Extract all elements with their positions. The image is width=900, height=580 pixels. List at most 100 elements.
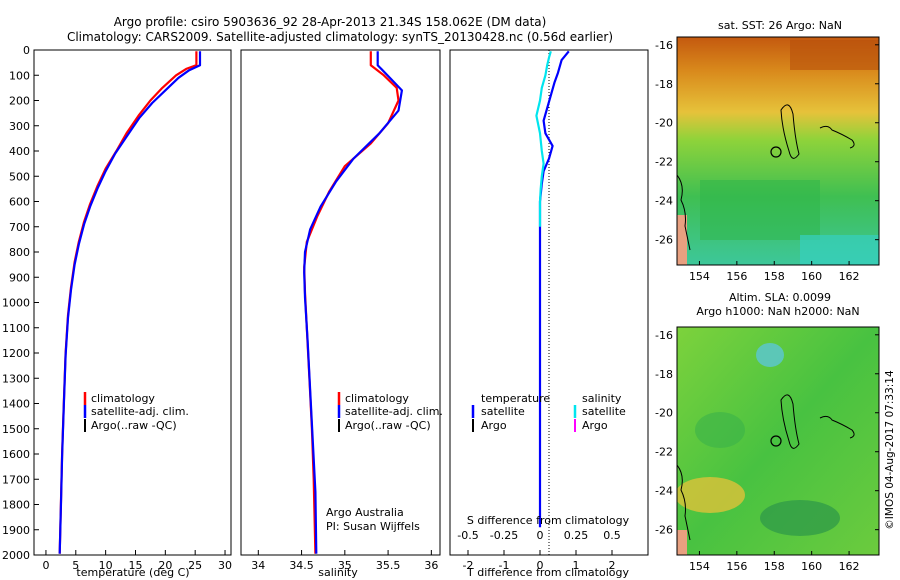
lat-tick-label: -26 bbox=[655, 524, 673, 537]
x-tick-label: 25 bbox=[188, 559, 202, 572]
legend-title-salinity: salinity bbox=[582, 392, 622, 405]
series-line-satellite-adj-clim- bbox=[58, 51, 202, 554]
y-tick-label: 100 bbox=[9, 69, 30, 82]
imos-stamp: ©IMOS 04-Aug-2017 07:33:14 bbox=[884, 370, 896, 530]
y-tick-label: 200 bbox=[9, 95, 30, 108]
sla-coast-contour bbox=[677, 464, 691, 541]
sla-map-panel: Altim. SLA: 0.0099 Argo h1000: NaN h2000… bbox=[655, 291, 880, 573]
x-tick-label: -2 bbox=[463, 559, 474, 572]
x-tick-label: 10 bbox=[99, 559, 113, 572]
lon-tick-label: 156 bbox=[726, 270, 747, 283]
legend-label-satellite: satellite-adj. clim. bbox=[91, 405, 189, 418]
salinity-panel: 34 34.5 35 35.5 36 salinity climatology sate… bbox=[240, 49, 443, 579]
y-tick-label: 900 bbox=[9, 271, 30, 284]
lat-tick-label: -20 bbox=[655, 117, 673, 130]
y-tick-label: 800 bbox=[9, 246, 30, 259]
legend-title-temperature: temperature bbox=[481, 392, 550, 405]
sst-reef-contour bbox=[819, 125, 855, 149]
legend-label-satellite: satellite-adj. clim. bbox=[345, 405, 443, 418]
sst-coast-contour bbox=[677, 174, 691, 251]
x-tick-label: 34 bbox=[251, 559, 265, 572]
sla-lon-ticks: 154 156 158 160 162 bbox=[689, 551, 860, 573]
x-tick-label-salinity: 0.5 bbox=[603, 529, 621, 542]
salinity-axes-frame bbox=[240, 49, 441, 556]
x-tick-label: 15 bbox=[128, 559, 142, 572]
sst-map-frame bbox=[676, 36, 880, 266]
sst-map-title: sat. SST: 26 Argo: NaN bbox=[718, 19, 842, 32]
figure-title-line1: Argo profile: csiro 5903636_92 28-Apr-20… bbox=[114, 15, 547, 29]
y-tick-label: 1000 bbox=[2, 297, 30, 310]
lon-tick-label: 162 bbox=[839, 270, 860, 283]
legend-label-sal-argo: Argo bbox=[582, 419, 608, 432]
lat-tick-label: -18 bbox=[655, 78, 673, 91]
lat-tick-label: -22 bbox=[655, 446, 673, 459]
x-tick-label: 2 bbox=[609, 559, 616, 572]
x-tick-label: 35.5 bbox=[376, 559, 401, 572]
sla-map-title-line1: Altim. SLA: 0.0099 bbox=[729, 291, 831, 304]
sla-map-frame bbox=[676, 326, 880, 556]
temperature-legend: climatology satellite-adj. clim. Argo(..… bbox=[83, 392, 189, 432]
lon-tick-label: 160 bbox=[801, 560, 822, 573]
lon-tick-label: 160 bbox=[801, 270, 822, 283]
lat-tick-label: -24 bbox=[655, 195, 673, 208]
lon-tick-label: 158 bbox=[764, 560, 785, 573]
difference-legend: temperature satellite Argo salinity sate… bbox=[471, 392, 626, 432]
salinity-legend: climatology satellite-adj. clim. Argo(..… bbox=[337, 392, 443, 432]
sla-reef-contour bbox=[819, 415, 855, 439]
sla-lat-ticks: -16 -18 -20 -22 -24 -26 bbox=[655, 329, 879, 537]
series-line-satellite-adj-clim- bbox=[303, 51, 403, 554]
lat-tick-label: -26 bbox=[655, 234, 673, 247]
temperature-x-ticks: 0 5 10 15 20 25 30 bbox=[42, 550, 232, 572]
x-tick-label: 0 bbox=[42, 559, 49, 572]
lon-tick-label: 158 bbox=[764, 270, 785, 283]
y-tick-label: 1700 bbox=[2, 473, 30, 486]
sla-map-title-line2: Argo h1000: NaN h2000: NaN bbox=[696, 305, 859, 318]
legend-label-argo: Argo(..raw -QC) bbox=[91, 419, 177, 432]
temperature-panel: 0100200300400500600700800900100011001200… bbox=[2, 44, 232, 579]
temperature-series bbox=[58, 51, 202, 554]
y-tick-label: 400 bbox=[9, 145, 30, 158]
salinity-series bbox=[303, 51, 403, 554]
sst-map-panel: sat. SST: 26 Argo: NaN -16 -18 -20 -22 -24 -2… bbox=[655, 19, 880, 283]
lon-tick-label: 154 bbox=[689, 560, 710, 573]
temperature-difference-axis-label: T difference from climatology bbox=[466, 566, 629, 579]
x-tick-label: 1 bbox=[573, 559, 580, 572]
y-tick-label: 700 bbox=[9, 221, 30, 234]
sst-argo-location bbox=[770, 146, 782, 158]
lat-tick-label: -18 bbox=[655, 368, 673, 381]
sla-high-anomaly bbox=[677, 477, 745, 513]
y-tick-label: 1300 bbox=[2, 372, 30, 385]
legend-label-sal-satellite: satellite bbox=[582, 405, 626, 418]
y-tick-label: 1600 bbox=[2, 448, 30, 461]
sla-dark-anomaly bbox=[760, 500, 840, 536]
sst-cool-patch bbox=[800, 235, 879, 265]
x-tick-label: 34.5 bbox=[289, 559, 314, 572]
sst-land bbox=[677, 215, 687, 265]
series-line-temperature-satellite bbox=[538, 50, 570, 528]
x-tick-label-salinity: -0.5 bbox=[457, 529, 478, 542]
difference-series bbox=[535, 50, 570, 528]
x-tick-label-salinity: -0.25 bbox=[490, 529, 518, 542]
sla-island-contour bbox=[780, 394, 800, 449]
sst-island-contour bbox=[780, 104, 800, 159]
lat-tick-label: -16 bbox=[655, 329, 673, 342]
legend-label-climatology: climatology bbox=[91, 392, 155, 405]
y-tick-label: 500 bbox=[9, 170, 30, 183]
salinity-axis-label: salinity bbox=[318, 566, 358, 579]
x-tick-label: 5 bbox=[72, 559, 79, 572]
x-tick-label-salinity: 0.25 bbox=[564, 529, 589, 542]
y-tick-label: 1500 bbox=[2, 423, 30, 436]
difference-x-ticks: -2 -1 0 1 2 -0.5 -0.25 0 0.25 0.5 bbox=[457, 529, 620, 572]
lon-tick-label: 154 bbox=[689, 270, 710, 283]
lat-tick-label: -20 bbox=[655, 407, 673, 420]
x-tick-label-salinity: 0 bbox=[537, 529, 544, 542]
x-tick-label: 20 bbox=[158, 559, 172, 572]
legend-label-climatology: climatology bbox=[345, 392, 409, 405]
lat-tick-label: -24 bbox=[655, 485, 673, 498]
sst-lon-ticks: 154 156 158 160 162 bbox=[689, 261, 860, 283]
legend-label-temp-satellite: satellite bbox=[481, 405, 525, 418]
legend-label-temp-argo: Argo bbox=[481, 419, 507, 432]
lat-tick-label: -16 bbox=[655, 39, 673, 52]
sla-green-anomaly bbox=[695, 412, 745, 448]
sst-green-patch bbox=[700, 180, 820, 240]
